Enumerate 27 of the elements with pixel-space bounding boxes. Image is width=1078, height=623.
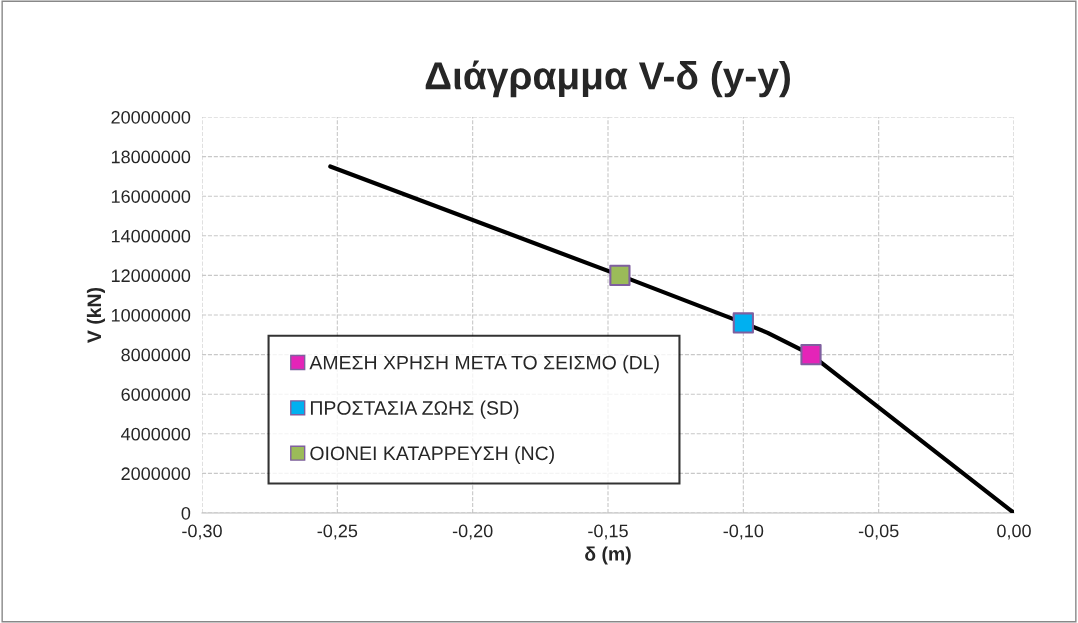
point <box>732 312 754 334</box>
x-tick-label: -0,30 <box>182 524 222 540</box>
y-tick-label: 6000000 <box>121 388 191 401</box>
chart-title: Διάγραμμα V-δ (y-y) <box>425 60 790 98</box>
x-tick-label: -0,20 <box>452 524 493 540</box>
x-axis-title: δ (m) <box>585 546 631 565</box>
y-tick-label: 0 <box>181 506 191 520</box>
legend-label: ΠΡΟΣΤΑΣΙΑ ΖΩΗΣ (SD) <box>310 400 519 419</box>
y-tick-label: 2000000 <box>121 467 191 481</box>
y-tick-label: 12000000 <box>111 269 191 283</box>
legend-label: ΟΙΟΝΕΙ ΚΑΤΑΡΡΕΥΣΗ (NC) <box>310 445 554 465</box>
x-tick-label: 0,00 <box>997 524 1031 540</box>
y-tick-label: 18000000 <box>111 150 191 164</box>
y-tick-label: 4000000 <box>121 427 191 441</box>
x-tick-label: -0,15 <box>588 524 628 540</box>
y-tick-label: 20000000 <box>111 110 191 124</box>
y-tick-label: 16000000 <box>111 190 191 203</box>
x-tick-label: -0,25 <box>317 524 358 540</box>
y-axis-title: V (kN) <box>86 287 106 343</box>
point <box>609 264 631 287</box>
y-tick-label: 10000000 <box>111 308 191 322</box>
y-tick-label: 8000000 <box>121 348 191 362</box>
y-tick-label: 14000000 <box>111 229 191 243</box>
x-tick-label: -0,05 <box>858 524 899 540</box>
point <box>800 343 822 366</box>
legend-label: ΑΜΕΣΗ ΧΡΗΣΗ ΜΕΤΑ ΤΟ ΣΕΙΣΜΟ (DL) <box>309 355 659 374</box>
x-tick-label: -0,10 <box>723 524 764 540</box>
